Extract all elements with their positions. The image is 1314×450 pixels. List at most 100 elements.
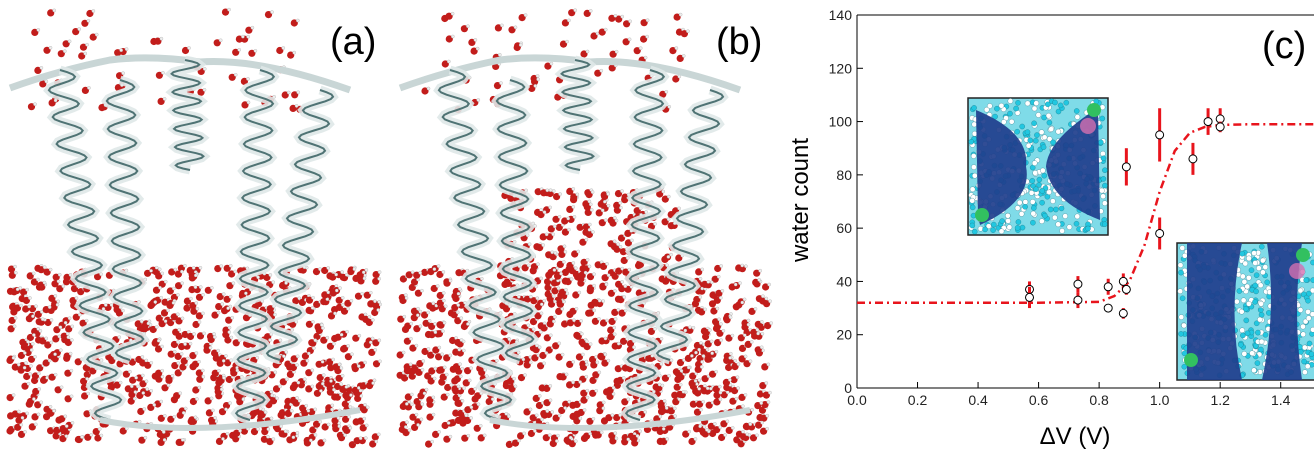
hydrogen (461, 399, 464, 402)
hydrogen (32, 397, 35, 400)
molecular-panels (6, 8, 772, 448)
hydrogen (287, 91, 290, 94)
atom (1245, 284, 1250, 289)
atom (1243, 261, 1248, 266)
hydrogen (562, 300, 565, 303)
hydrogen (23, 351, 26, 354)
hydrogen (540, 303, 543, 306)
hydrogen (585, 238, 588, 241)
hydrogen (295, 104, 298, 107)
atom (1307, 341, 1312, 346)
hydrogen (257, 276, 260, 279)
hydrogen (512, 377, 515, 380)
hydrogen (307, 352, 310, 355)
hydrogen (572, 360, 575, 363)
atom (1056, 222, 1061, 227)
hydrogen (427, 347, 430, 350)
hydrogen (688, 326, 691, 329)
hydrogen (619, 206, 622, 209)
hydrogen (760, 402, 763, 405)
hydrogen (369, 291, 372, 294)
y-tick-label: 20 (836, 327, 852, 343)
hydrogen (23, 366, 26, 369)
hydrogen (405, 421, 408, 424)
hydrogen (760, 346, 763, 349)
data-point (1156, 131, 1164, 139)
hydrogen (49, 268, 52, 271)
atom (1301, 332, 1306, 337)
hydrogen (327, 291, 330, 294)
hydrogen (758, 278, 761, 281)
atom (1040, 200, 1045, 205)
hydrogen (445, 373, 448, 376)
atom (1244, 318, 1249, 323)
hydrogen (427, 311, 430, 314)
hydrogen (90, 433, 93, 436)
hydrogen (26, 288, 29, 291)
hydrogen (457, 292, 460, 295)
hydrogen (285, 351, 288, 354)
hydrogen (766, 427, 769, 430)
hydrogen (157, 339, 160, 342)
atom (1246, 256, 1251, 261)
hydrogen (433, 268, 436, 271)
hydrogen (761, 295, 764, 298)
hydrogen (41, 318, 44, 321)
hydrogen (527, 324, 530, 327)
atom (994, 106, 999, 111)
hydrogen (27, 382, 30, 385)
hydrogen (420, 418, 423, 421)
hydrogen (322, 374, 325, 377)
atom (1033, 170, 1038, 175)
hydrogen (244, 292, 247, 295)
hydrogen (592, 284, 595, 287)
hydrogen (767, 363, 770, 366)
hydrogen (23, 430, 26, 433)
hydrogen (549, 206, 552, 209)
hydrogen (678, 207, 681, 210)
atom (970, 205, 975, 210)
atom (970, 187, 975, 192)
hydrogen (720, 264, 723, 267)
atom (991, 222, 996, 227)
atom (1245, 331, 1250, 336)
atom (1020, 124, 1025, 129)
hydrogen (617, 342, 620, 345)
hydrogen (49, 405, 52, 408)
hydrogen (444, 305, 447, 308)
hydrogen (297, 381, 300, 384)
hydrogen (710, 281, 713, 284)
hydrogen (67, 336, 70, 339)
hydrogen (404, 294, 407, 297)
hydrogen (372, 382, 375, 385)
hydrogen (632, 346, 635, 349)
hydrogen (679, 383, 682, 386)
hydrogen (118, 336, 121, 339)
hydrogen (564, 288, 567, 291)
hydrogen (54, 373, 57, 376)
hydrogen (558, 215, 561, 218)
hydrogen (226, 432, 229, 435)
hydrogen (338, 363, 341, 366)
atom (1042, 135, 1047, 140)
hydrogen (269, 273, 272, 276)
hydrogen (274, 371, 277, 374)
hydrogen (574, 440, 577, 443)
hydrogen (377, 433, 380, 436)
hydrogen (147, 322, 150, 325)
hydrogen (358, 334, 361, 337)
hydrogen (690, 354, 693, 357)
hydrogen (174, 268, 177, 271)
hydrogen (201, 312, 204, 315)
hydrogen (217, 369, 220, 372)
hydrogen (522, 358, 525, 361)
hydrogen (369, 341, 372, 344)
hydrogen (702, 400, 705, 403)
hydrogen (653, 222, 656, 225)
hydrogen (95, 33, 98, 36)
hydrogen (359, 389, 362, 392)
hydrogen (378, 360, 381, 363)
hydrogen (614, 432, 617, 435)
hydrogen (70, 338, 73, 341)
atom (1040, 168, 1045, 173)
